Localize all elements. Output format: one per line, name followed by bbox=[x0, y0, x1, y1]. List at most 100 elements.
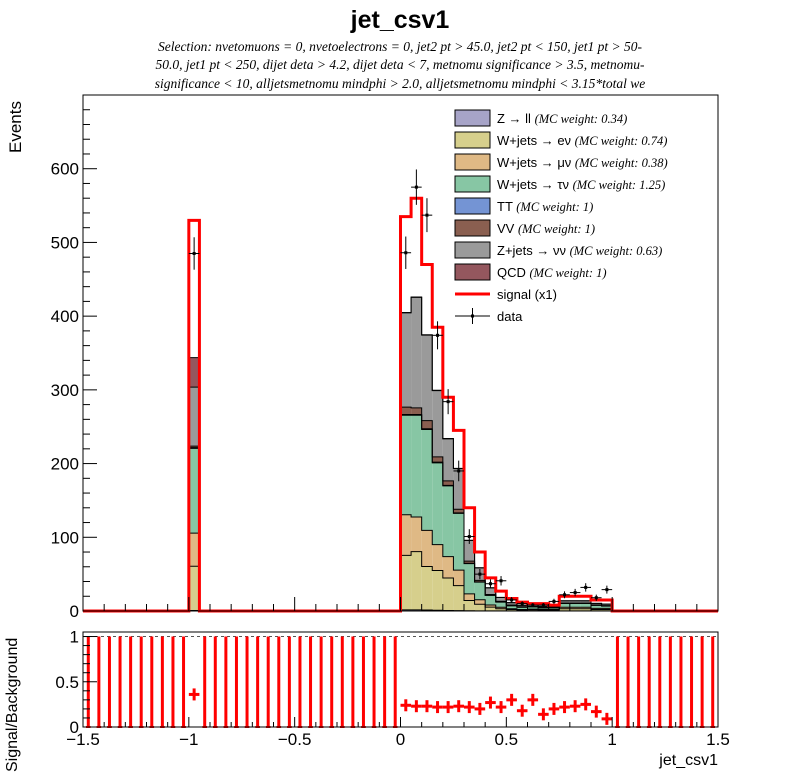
stack-bar bbox=[453, 513, 464, 570]
legend-swatch bbox=[455, 110, 490, 126]
stack-bar bbox=[411, 552, 422, 610]
data-marker bbox=[193, 252, 196, 255]
stack-bar bbox=[432, 391, 443, 457]
data-marker bbox=[531, 604, 534, 607]
legend-process-name: TT bbox=[497, 199, 516, 214]
x-tick-label: 0.5 bbox=[495, 730, 519, 749]
stack-bar bbox=[411, 517, 422, 552]
stack-bar bbox=[485, 607, 496, 611]
legend-entry: Z+jets → νν (MC weight: 0.63) bbox=[455, 242, 662, 258]
legend-label: W+jets → μν (MC weight: 0.38) bbox=[497, 155, 668, 170]
legend-label: Z+jets → νν (MC weight: 0.63) bbox=[497, 243, 662, 258]
legend-process-name: W+jets → eν bbox=[497, 133, 575, 148]
legend-weight: (MC weight: 1) bbox=[530, 266, 607, 280]
legend-process-name: Z → ll bbox=[497, 111, 535, 126]
legend-label: TT (MC weight: 1) bbox=[497, 199, 593, 214]
stack-bar bbox=[189, 533, 200, 566]
stack-bar bbox=[464, 594, 475, 601]
stack-bar bbox=[411, 297, 422, 408]
stack-bar bbox=[422, 429, 433, 530]
data-marker bbox=[500, 579, 503, 582]
y-tick-label: 500 bbox=[51, 233, 79, 252]
stack-bar bbox=[475, 600, 486, 604]
data-marker bbox=[478, 573, 481, 576]
stack-bar bbox=[432, 570, 443, 610]
stack-bar bbox=[401, 313, 412, 407]
legend-swatch bbox=[455, 176, 490, 192]
legend-swatch bbox=[455, 132, 490, 148]
data-marker bbox=[605, 588, 608, 591]
y-tick-label: 400 bbox=[51, 307, 79, 326]
legend-label: Z → ll (MC weight: 0.34) bbox=[497, 111, 627, 126]
data-marker bbox=[595, 596, 598, 599]
legend-process-name: Z+jets → νν bbox=[497, 243, 570, 258]
data-marker bbox=[542, 604, 545, 607]
legend-entry: W+jets → eν (MC weight: 0.74) bbox=[455, 132, 667, 148]
data-marker bbox=[447, 400, 450, 403]
y-tick-label: 0 bbox=[70, 602, 79, 621]
stack-bar bbox=[559, 604, 570, 608]
stack-bar bbox=[453, 586, 464, 611]
stack-bar bbox=[580, 604, 591, 608]
stack-bar bbox=[422, 335, 433, 421]
legend-weight: (MC weight: 1.25) bbox=[573, 178, 666, 192]
x-tick-label: −1 bbox=[179, 730, 198, 749]
ratio-y-tick-label: 1 bbox=[70, 628, 79, 647]
chart-title: jet_csv1 bbox=[350, 6, 450, 34]
legend-entry: W+jets → τν (MC weight: 1.25) bbox=[455, 176, 665, 192]
y-tick-label: 100 bbox=[51, 528, 79, 547]
stack-bar bbox=[422, 530, 433, 566]
data-marker bbox=[552, 600, 555, 603]
ratio-plot-area bbox=[83, 632, 718, 727]
stack-bar bbox=[189, 358, 200, 387]
stack-bar bbox=[496, 602, 507, 607]
data-marker bbox=[425, 214, 428, 217]
stack-bar bbox=[189, 566, 200, 610]
data-marker bbox=[584, 586, 587, 589]
stack-bar bbox=[422, 567, 433, 610]
legend-entry: QCD (MC weight: 1) bbox=[455, 264, 607, 280]
x-tick-label: 1 bbox=[607, 730, 616, 749]
legend-weight: (MC weight: 0.74) bbox=[575, 134, 668, 148]
subtitle-line-1: Selection: nvetomuons = 0, nvetoelectron… bbox=[158, 39, 643, 54]
stack-bar bbox=[453, 570, 464, 585]
subtitle-line-3: significance < 10, alljetsmetnomu mindph… bbox=[155, 76, 645, 91]
stack-bar bbox=[189, 387, 200, 446]
stack-bar bbox=[485, 588, 496, 595]
legend-process-name: QCD bbox=[497, 265, 530, 280]
stack-bar bbox=[401, 415, 412, 515]
stack-bar bbox=[443, 439, 454, 481]
legend-label: W+jets → τν (MC weight: 1.25) bbox=[497, 177, 665, 192]
legend-swatch bbox=[455, 242, 490, 258]
legend-swatch bbox=[455, 198, 490, 214]
legend-process-name: VV bbox=[497, 221, 518, 236]
stack-bar bbox=[432, 545, 443, 571]
data-marker bbox=[404, 251, 407, 254]
y-axis-label: Events bbox=[6, 101, 25, 153]
legend-label: data bbox=[497, 309, 523, 324]
stack-bar bbox=[411, 415, 422, 517]
stack-bar bbox=[475, 604, 486, 611]
legend-swatch bbox=[455, 220, 490, 236]
legend-weight: (MC weight: 1) bbox=[516, 200, 593, 214]
legend-label: VV (MC weight: 1) bbox=[497, 221, 595, 236]
y-tick-label: 200 bbox=[51, 455, 79, 474]
stack-bar bbox=[401, 515, 412, 556]
legend-weight: (MC weight: 0.34) bbox=[535, 112, 628, 126]
legend-swatch bbox=[455, 154, 490, 170]
stack-bar bbox=[453, 509, 464, 513]
legend-process-name: W+jets → μν bbox=[497, 155, 575, 170]
ratio-y-tick-label: 0.5 bbox=[55, 673, 79, 692]
x-tick-label: −1.5 bbox=[66, 730, 100, 749]
x-tick-label: 1.5 bbox=[706, 730, 730, 749]
stack-bar bbox=[570, 604, 581, 608]
legend-entry: TT (MC weight: 1) bbox=[455, 198, 593, 214]
x-tick-label: −0.5 bbox=[278, 730, 312, 749]
x-axis-label: jet_csv1 bbox=[658, 752, 718, 769]
x-tick-label: 0 bbox=[396, 730, 405, 749]
stack-bar bbox=[443, 578, 454, 610]
